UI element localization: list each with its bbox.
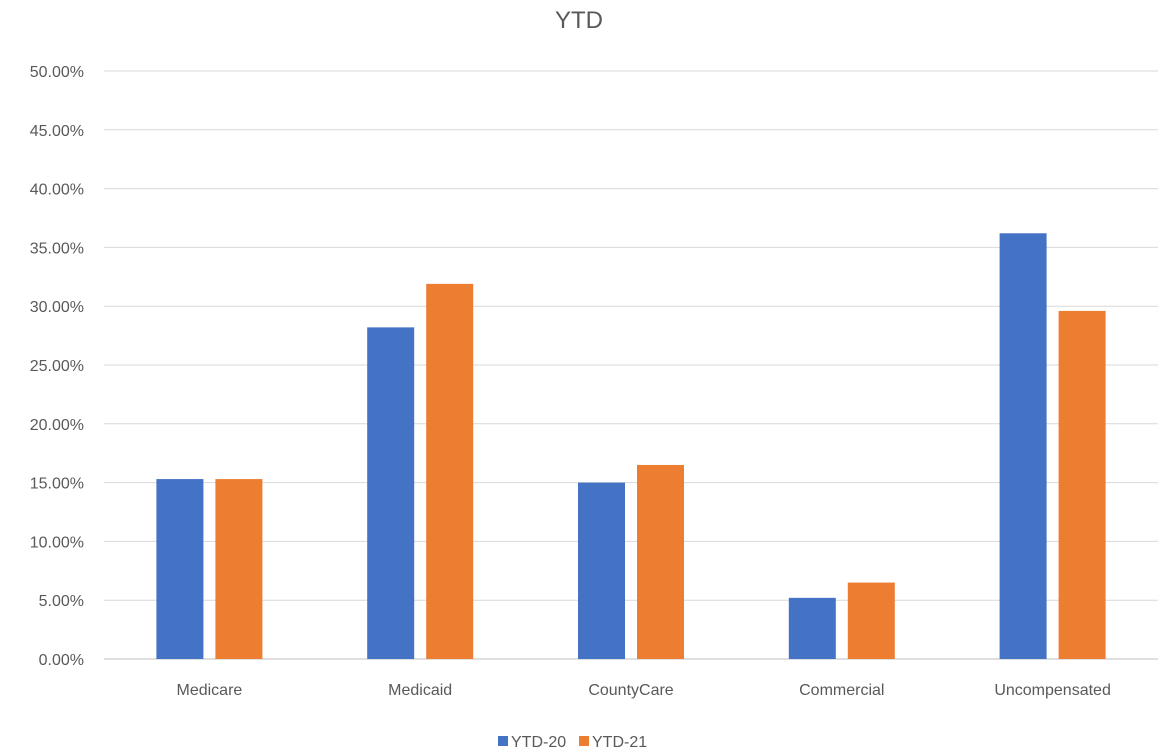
bar-ytd-20-medicare — [156, 479, 204, 659]
bar-ytd-20-countycare — [578, 482, 625, 659]
bar-ytd-21-commercial — [847, 582, 895, 659]
y-tick-label: 10.00% — [30, 534, 84, 551]
y-tick-label: 30.00% — [30, 299, 84, 316]
bar-ytd-21-medicaid — [426, 283, 474, 659]
legend-swatch-ytd-20 — [498, 736, 508, 746]
y-tick-label: 35.00% — [30, 240, 84, 257]
bars — [156, 233, 1106, 659]
x-axis-categories: Medicare Medicaid CountyCare Commercial Unco… — [176, 682, 1110, 699]
y-axis-ticks: 0.00% 5.00% 10.00% 15.00% 20.00% 25.00% 30.00%… — [30, 64, 84, 669]
bar-ytd-20-commercial — [788, 597, 836, 659]
y-tick-label: 5.00% — [39, 593, 84, 610]
legend-swatch-ytd-21 — [579, 736, 589, 746]
x-category-label: Medicaid — [388, 682, 452, 699]
y-tick-label: 25.00% — [30, 358, 84, 375]
bar-ytd-21-medicare — [215, 479, 263, 659]
x-category-label: Medicare — [176, 682, 242, 699]
gridlines — [104, 70, 1158, 660]
chart-title: YTD — [555, 7, 603, 34]
y-tick-label: 0.00% — [39, 652, 84, 669]
bar-ytd-21-countycare — [637, 464, 684, 659]
x-category-label: CountyCare — [588, 682, 673, 699]
legend-label: YTD-21 — [592, 734, 647, 751]
y-tick-label: 40.00% — [30, 182, 84, 199]
y-tick-label: 50.00% — [30, 64, 84, 81]
x-category-label: Uncompensated — [994, 682, 1111, 699]
bar-ytd-20-uncompensated — [999, 233, 1047, 659]
bar-ytd-20-medicaid — [367, 327, 415, 659]
y-tick-label: 20.00% — [30, 417, 84, 434]
x-category-label: Commercial — [799, 682, 884, 699]
y-tick-label: 45.00% — [30, 123, 84, 140]
legend-label: YTD-20 — [511, 734, 566, 751]
legend: YTD-20 YTD-21 — [498, 734, 647, 751]
bar-ytd-21-uncompensated — [1058, 310, 1106, 659]
y-tick-label: 15.00% — [30, 476, 84, 493]
